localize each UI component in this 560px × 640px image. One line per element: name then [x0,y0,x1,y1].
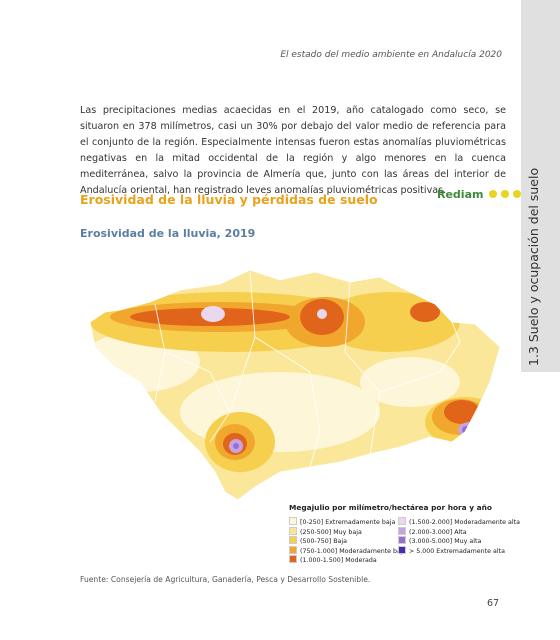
legend-item: (1.500-2.000] Moderadamente alta [398,517,520,526]
legend-swatch [289,536,297,544]
paragraph: Las precipitaciones medias acaecidas en … [80,105,506,196]
legend-swatch [289,555,297,563]
map [89,269,501,501]
logo-text: Rediam [437,188,484,201]
legend-label: [0-250] Extremadamente baja [300,519,396,526]
legend-swatch [289,517,297,525]
legend-label: (1.000-1.500] Moderada [300,557,377,564]
source: Fuente: Consejería de Agricultura, Ganad… [80,575,371,584]
logo-dots [489,190,522,198]
logo: Rediam [437,188,523,201]
map-title: Erosividad de la lluvia, 2019 [80,227,256,240]
legend-item: [0-250] Extremadamente baja [289,517,395,526]
legend-label: (2.000-3.000] Alta [409,528,467,536]
legend-label: (500-750] Baja [300,538,348,545]
legend-item: (500-750] Baja [289,536,347,545]
legend-swatch [398,526,406,535]
legend-swatch [398,517,406,525]
legend-swatch [289,545,297,554]
legend-swatch [398,545,406,554]
running-title: El estado del medio ambiente en Andalucí… [280,50,502,60]
legend-swatch [398,536,406,544]
page-number: 67 [487,598,500,609]
legend-label: > 5.000 Extremadamente alta [409,547,505,555]
side-tab-text: 1.3 Suelo y ocupación del suelo [526,167,541,366]
legend-item: (250-500] Muy baja [289,526,362,536]
legend-title: Megajulio por milímetro/hectárea por hor… [289,503,492,512]
legend-item: (750-1.000] Moderadamente baja [289,545,407,555]
legend-item: (1.000-1.500] Moderada [289,555,377,564]
section-title: Erosividad de la lluvia y pérdidas de su… [80,192,378,207]
legend-item: (3.000-5.000] Muy alta [398,536,481,545]
legend: Megajulio por milímetro/hectárea por hor… [289,503,520,564]
legend-item: > 5.000 Extremadamente alta [398,545,505,555]
side-tab: 1.3 Suelo y ocupación del suelo [521,0,560,372]
legend-label: (250-500] Muy baja [300,528,362,536]
legend-swatch [289,526,297,535]
legend-label: (3.000-5.000] Muy alta [409,538,482,545]
legend-item: (2.000-3.000] Alta [398,526,467,536]
legend-label: (1.500-2.000] Moderadamente alta [409,519,520,526]
legend-label: (750-1.000] Moderadamente baja [300,547,407,555]
